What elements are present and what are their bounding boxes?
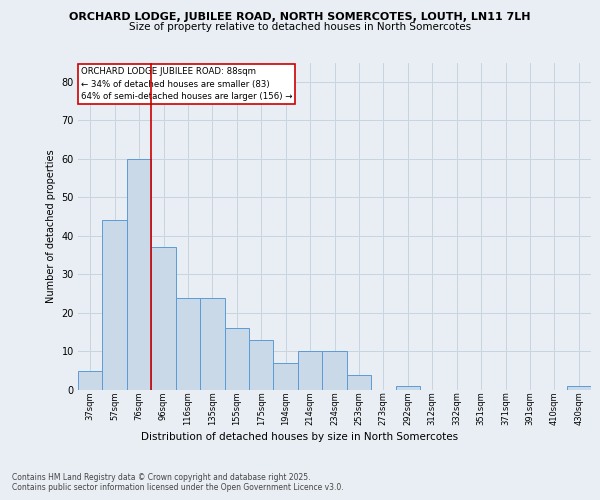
Bar xyxy=(566,386,591,390)
Bar xyxy=(298,352,322,390)
Text: ORCHARD LODGE, JUBILEE ROAD, NORTH SOMERCOTES, LOUTH, LN11 7LH: ORCHARD LODGE, JUBILEE ROAD, NORTH SOMER… xyxy=(69,12,531,22)
Bar xyxy=(103,220,127,390)
Bar xyxy=(347,374,371,390)
Text: ORCHARD LODGE JUBILEE ROAD: 88sqm
← 34% of detached houses are smaller (83)
64% : ORCHARD LODGE JUBILEE ROAD: 88sqm ← 34% … xyxy=(80,68,292,102)
Text: Contains HM Land Registry data © Crown copyright and database right 2025.: Contains HM Land Registry data © Crown c… xyxy=(12,472,311,482)
Text: Size of property relative to detached houses in North Somercotes: Size of property relative to detached ho… xyxy=(129,22,471,32)
Text: Contains public sector information licensed under the Open Government Licence v3: Contains public sector information licen… xyxy=(12,484,344,492)
Bar xyxy=(78,370,103,390)
Bar xyxy=(127,159,151,390)
Bar xyxy=(176,298,200,390)
Bar xyxy=(274,363,298,390)
Text: Distribution of detached houses by size in North Somercotes: Distribution of detached houses by size … xyxy=(142,432,458,442)
Y-axis label: Number of detached properties: Number of detached properties xyxy=(46,150,56,303)
Bar xyxy=(249,340,274,390)
Bar xyxy=(322,352,347,390)
Bar xyxy=(200,298,224,390)
Bar xyxy=(224,328,249,390)
Bar xyxy=(151,248,176,390)
Bar xyxy=(395,386,420,390)
